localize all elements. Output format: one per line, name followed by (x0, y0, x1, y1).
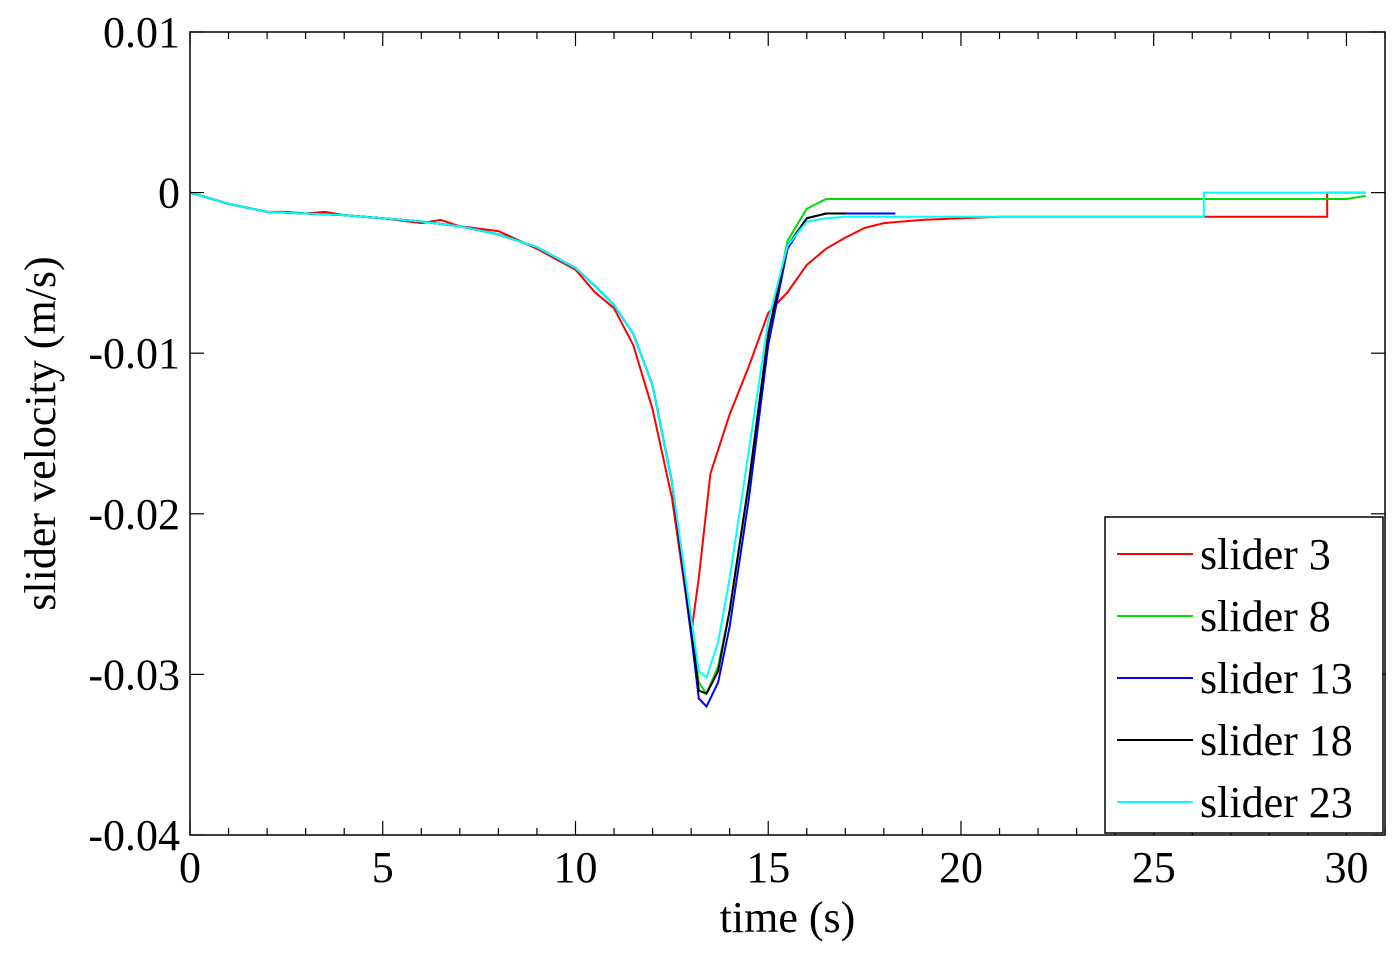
legend-label: slider 23 (1200, 778, 1353, 827)
series-lines (189, 191, 1366, 709)
legend-box (1104, 516, 1384, 834)
legend-label: slider 3 (1200, 530, 1331, 579)
legend-label: slider 18 (1200, 716, 1353, 765)
x-tick-label: 25 (1132, 843, 1176, 892)
x-axis-label: time (s) (720, 893, 856, 942)
legend: slider 3 slider 8 slider 13 slider 18 slider… (1104, 516, 1384, 834)
plot-frame (189, 31, 1386, 836)
x-tick-label: 10 (553, 843, 597, 892)
y-tick-label: -0.04 (88, 811, 180, 860)
y-tick-label: 0.01 (103, 8, 180, 57)
y-tick-label: 0 (158, 169, 180, 218)
x-tick-label: 30 (1324, 843, 1368, 892)
legend-label: slider 13 (1200, 654, 1353, 703)
x-tick-label: 20 (939, 843, 983, 892)
legend-label: slider 8 (1200, 592, 1331, 641)
x-tick-label: 15 (746, 843, 790, 892)
tick-labels: 0 5 10 15 20 25 30 0.01 0 -0.01 -0.02 -0.03 -0.04 (88, 8, 1368, 892)
y-tick-label: -0.03 (88, 650, 180, 699)
y-tick-label: -0.02 (88, 490, 180, 539)
y-tick-label: -0.01 (88, 329, 180, 378)
x-tick-label: 0 (179, 843, 201, 892)
series-line-4 (189, 191, 1366, 680)
x-tick-label: 5 (372, 843, 394, 892)
y-axis-label: slider velocity (m/s) (16, 256, 65, 610)
